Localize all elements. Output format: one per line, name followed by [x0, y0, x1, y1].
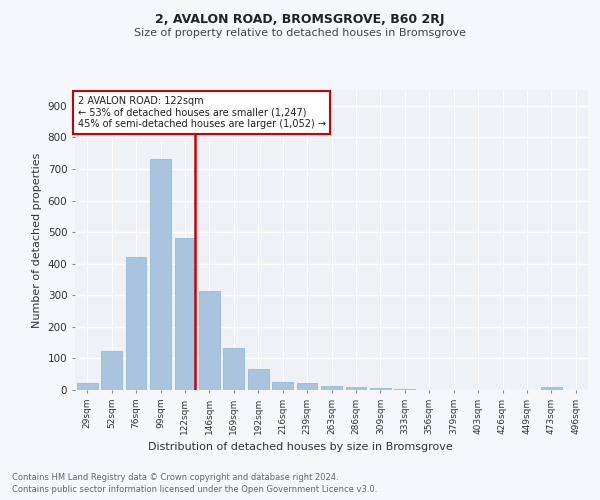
Text: Distribution of detached houses by size in Bromsgrove: Distribution of detached houses by size …: [148, 442, 452, 452]
Bar: [346, 387, 367, 390]
Bar: [223, 348, 244, 390]
Bar: [296, 383, 317, 390]
Text: Contains HM Land Registry data © Crown copyright and database right 2024.: Contains HM Land Registry data © Crown c…: [12, 472, 338, 482]
Bar: [77, 383, 98, 390]
Text: Contains public sector information licensed under the Open Government Licence v3: Contains public sector information licen…: [12, 485, 377, 494]
Bar: [101, 352, 122, 390]
Bar: [125, 258, 146, 390]
Bar: [370, 388, 391, 390]
Text: 2, AVALON ROAD, BROMSGROVE, B60 2RJ: 2, AVALON ROAD, BROMSGROVE, B60 2RJ: [155, 12, 445, 26]
Bar: [199, 292, 220, 390]
Bar: [321, 386, 342, 390]
Bar: [175, 238, 196, 390]
Bar: [150, 160, 171, 390]
Text: Size of property relative to detached houses in Bromsgrove: Size of property relative to detached ho…: [134, 28, 466, 38]
Bar: [272, 382, 293, 390]
Bar: [541, 388, 562, 390]
Y-axis label: Number of detached properties: Number of detached properties: [32, 152, 42, 328]
Bar: [248, 370, 269, 390]
Text: 2 AVALON ROAD: 122sqm
← 53% of detached houses are smaller (1,247)
45% of semi-d: 2 AVALON ROAD: 122sqm ← 53% of detached …: [77, 96, 326, 129]
